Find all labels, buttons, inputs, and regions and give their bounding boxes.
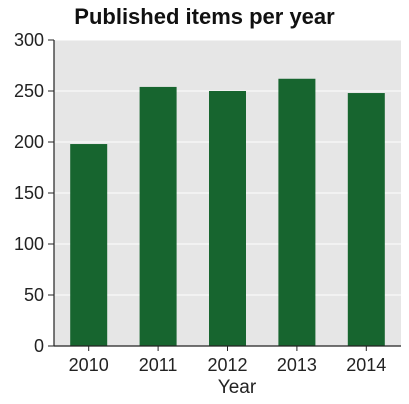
bar xyxy=(139,86,177,347)
x-tick-label: 2012 xyxy=(207,355,247,375)
y-tick-label: 200 xyxy=(14,132,44,152)
bar xyxy=(347,93,385,346)
x-tick-label: 2013 xyxy=(277,355,317,375)
y-tick-label: 0 xyxy=(34,336,44,356)
x-tick-label: 2010 xyxy=(69,355,109,375)
y-tick-label: 100 xyxy=(14,234,44,254)
bar xyxy=(278,78,316,346)
chart-title: Published items per year xyxy=(74,4,335,29)
y-tick-label: 50 xyxy=(24,285,44,305)
y-tick-label: 300 xyxy=(14,30,44,50)
bar xyxy=(209,91,246,346)
x-tick-label: 2014 xyxy=(346,355,386,375)
x-axis-label: Year xyxy=(218,377,257,398)
x-tick-label: 2011 xyxy=(139,355,178,375)
y-tick-label: 250 xyxy=(14,81,44,101)
bar xyxy=(70,144,108,346)
y-tick-label: 150 xyxy=(14,183,44,203)
